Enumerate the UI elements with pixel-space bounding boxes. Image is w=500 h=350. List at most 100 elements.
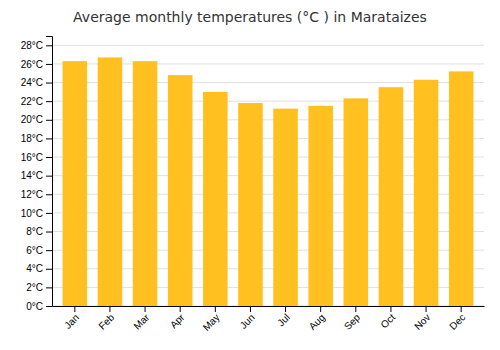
tick-label: Dec <box>447 312 467 332</box>
axis-line <box>46 37 53 307</box>
tick-mark <box>46 45 52 46</box>
tick-mark <box>145 306 146 312</box>
tick: 6°C <box>26 245 52 256</box>
tick-label: Aug <box>307 312 327 332</box>
tick-label: 8°C <box>26 226 43 237</box>
tick-mark <box>426 306 427 312</box>
tick: Apr <box>168 306 187 330</box>
tick-mark <box>109 306 110 312</box>
tick-label: 0°C <box>26 301 43 312</box>
tick-label: May <box>201 312 222 333</box>
tick: 18°C <box>21 133 52 144</box>
tick-mark <box>46 287 52 288</box>
tick-mark <box>46 250 52 251</box>
tick: 12°C <box>21 189 52 200</box>
tick-label: Feb <box>96 311 116 331</box>
tick-label: 24°C <box>21 77 43 88</box>
tick-label: 6°C <box>26 245 43 256</box>
tick-label: Mar <box>131 311 151 331</box>
tick: 16°C <box>21 152 52 163</box>
tick-label: Jun <box>238 312 257 331</box>
tick: Jul <box>275 306 292 328</box>
bar <box>133 61 158 306</box>
tick: 26°C <box>21 59 52 70</box>
bar <box>98 57 123 306</box>
tick: Feb <box>96 306 116 332</box>
tick-mark <box>355 306 356 312</box>
tick: Sep <box>342 306 363 332</box>
tick: 28°C <box>21 40 52 51</box>
tick-label: 16°C <box>21 152 43 163</box>
axis-line <box>53 306 485 307</box>
tick: 2°C <box>26 282 52 293</box>
tick: Nov <box>412 306 432 332</box>
tick: 10°C <box>21 208 52 219</box>
tick: Mar <box>131 306 151 332</box>
tick-label: 12°C <box>21 189 43 200</box>
tick-mark <box>250 306 251 312</box>
tick: 14°C <box>21 170 52 181</box>
bar <box>379 87 404 306</box>
bar <box>238 103 263 306</box>
bar <box>414 80 439 306</box>
tick-label: Nov <box>412 312 432 332</box>
bar <box>449 71 474 306</box>
tick-mark <box>74 306 75 312</box>
bar <box>63 61 88 306</box>
tick-label: 18°C <box>21 133 43 144</box>
tick: Dec <box>447 306 467 332</box>
y-axis: 0°C 2°C 4°C 6°C 8°C 10°C 12°C 14°C 16°C 18°C 20°C 2… <box>21 37 53 312</box>
bar <box>203 92 228 306</box>
tick-mark <box>46 64 52 65</box>
tick: 8°C <box>26 226 52 237</box>
tick-mark <box>46 213 52 214</box>
tick: 0°C <box>26 301 52 312</box>
tick: Oct <box>379 306 398 330</box>
title: Average monthly temperatures (°C ) in Ma… <box>73 9 427 25</box>
tick-label: Apr <box>168 311 187 330</box>
tick-label: 22°C <box>21 96 43 107</box>
tick: 20°C <box>21 114 52 125</box>
tick-mark <box>46 194 52 195</box>
tick-mark <box>46 306 52 307</box>
tick-mark <box>46 138 52 139</box>
tick-mark <box>46 101 52 102</box>
tick: May <box>201 306 222 333</box>
tick-label: Jul <box>275 312 292 329</box>
bar <box>308 106 333 306</box>
tick-mark <box>46 120 52 121</box>
tick: Jan <box>62 306 81 331</box>
tick: 22°C <box>21 96 52 107</box>
tick-mark <box>320 306 321 312</box>
tick: Jun <box>238 306 257 331</box>
tick-mark <box>46 176 52 177</box>
tick-label: Jan <box>62 312 81 331</box>
tick-mark <box>46 269 52 270</box>
tick-label: 26°C <box>21 59 43 70</box>
tick-label: 4°C <box>26 263 43 274</box>
grid-line <box>52 45 484 46</box>
tick-label: 2°C <box>26 282 43 293</box>
tick-mark <box>390 306 391 312</box>
tick-mark <box>46 83 52 84</box>
tick-label: 10°C <box>21 208 43 219</box>
bar <box>344 98 369 306</box>
tick-mark <box>180 306 181 312</box>
tick-mark <box>46 232 52 233</box>
grid <box>52 45 484 306</box>
bar <box>273 109 298 306</box>
tick-label: Oct <box>379 312 398 331</box>
tick: 24°C <box>21 77 52 88</box>
tick-label: 28°C <box>21 40 43 51</box>
tick-mark <box>461 306 462 312</box>
tick-mark <box>285 306 286 312</box>
tick-label: Sep <box>342 311 363 332</box>
bars <box>63 57 474 306</box>
plot: Jan Feb Mar Apr May Jun Jul Aug Sep Oct Nov Dec 0°C 2… <box>21 37 485 333</box>
chart: Average monthly temperatures (°C ) in Ma… <box>0 0 500 350</box>
tick-mark <box>46 157 52 158</box>
tick-label: 14°C <box>21 170 43 181</box>
x-axis: Jan Feb Mar Apr May Jun Jul Aug Sep Oct Nov Dec <box>53 306 485 333</box>
tick-mark <box>215 306 216 312</box>
tick: 4°C <box>26 263 52 274</box>
